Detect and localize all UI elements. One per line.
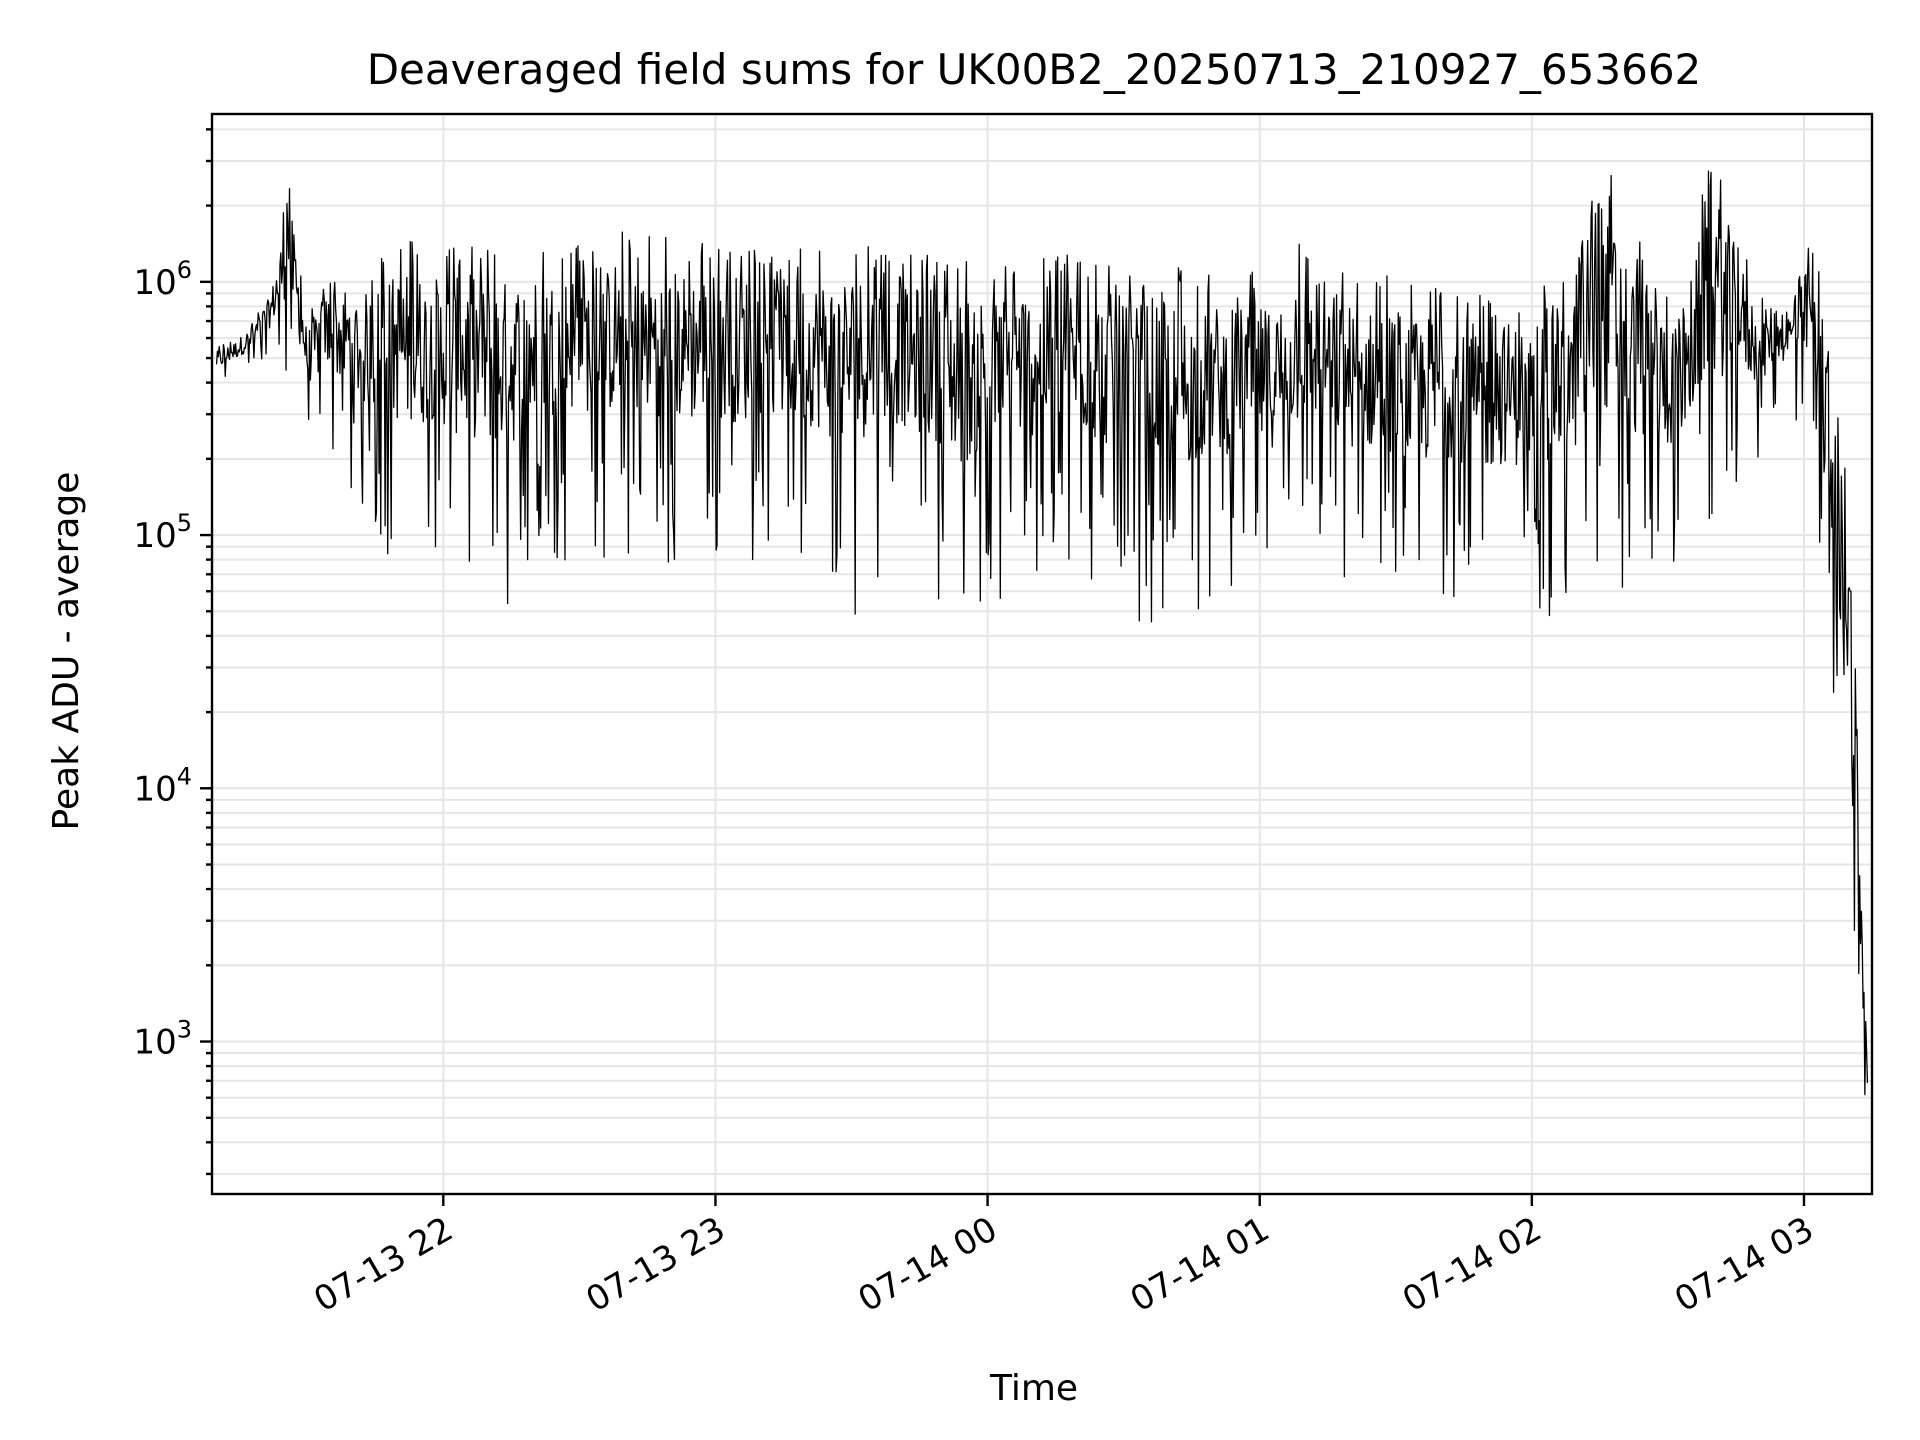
y-tick-label: 105 [133,509,192,556]
y-tick-label: 104 [133,762,192,809]
y-axis-ticks: 103 104 105 106 [133,128,212,1176]
y-axis-label: Peak ADU - average [46,472,87,831]
chart-title: Deaveraged field sums for UK00B2_2025071… [367,45,1702,94]
plot-frame [210,112,1874,1196]
y-tick-label: 106 [133,256,192,303]
y-tick-label: 103 [133,1016,192,1063]
x-axis-label: Time [989,1368,1078,1409]
grid [212,114,1872,1194]
series-layer [215,170,1869,1096]
series-line [215,170,1869,1096]
